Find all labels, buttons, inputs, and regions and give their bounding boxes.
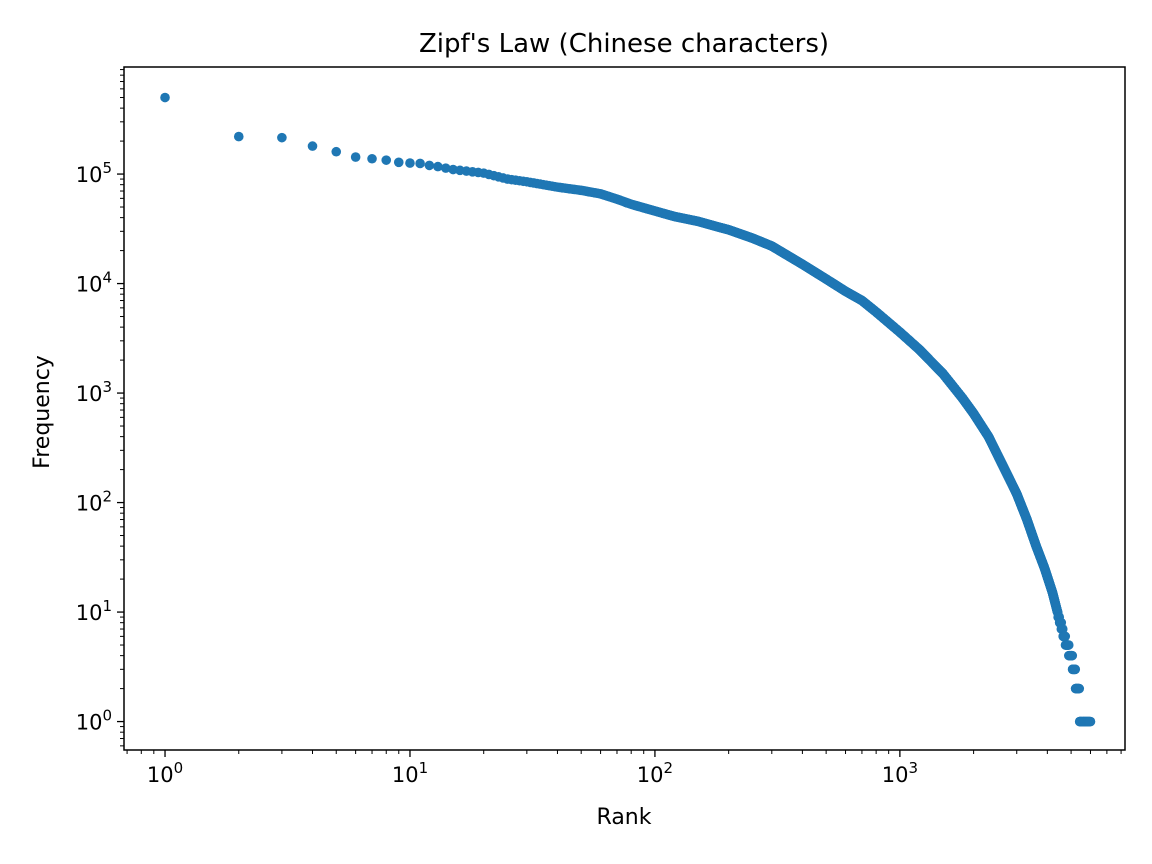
- data-point: [405, 158, 415, 168]
- y-axis-label: Frequency: [30, 355, 55, 469]
- x-tick-label: 103: [882, 759, 918, 787]
- plot-area: [123, 66, 1126, 751]
- data-point: [518, 176, 529, 187]
- x-tick-label: 101: [392, 759, 428, 787]
- x-tick-label: 100: [147, 759, 183, 787]
- data-point: [1067, 650, 1078, 661]
- x-axis-label: Rank: [597, 805, 652, 830]
- data-point: [160, 92, 170, 103]
- plot-frame: [123, 66, 1126, 751]
- data-point: [307, 141, 318, 151]
- data-point: [1057, 624, 1068, 634]
- y-tick-label: 103: [76, 378, 112, 406]
- data-point: [433, 161, 443, 172]
- y-tick-label: 102: [76, 488, 112, 516]
- data-point: [1074, 683, 1085, 694]
- data-point: [1063, 640, 1074, 650]
- data-point: [1084, 716, 1095, 727]
- y-tick-label: 104: [76, 269, 112, 297]
- data-point: [473, 167, 484, 178]
- data-point: [498, 173, 508, 183]
- y-tick-label: 100: [76, 707, 112, 735]
- data-point: [350, 152, 361, 162]
- y-tick-label: 101: [76, 597, 112, 625]
- y-tick-label: 105: [76, 159, 112, 187]
- data-point: [233, 131, 244, 142]
- data-point: [415, 158, 425, 169]
- data-point: [1060, 631, 1071, 642]
- data-point: [277, 132, 287, 143]
- data-point: [1070, 664, 1081, 675]
- x-tick-label: 102: [637, 759, 673, 787]
- data-point: [331, 146, 342, 157]
- data-point: [367, 153, 377, 164]
- data-point: [381, 155, 392, 165]
- scatter-points: [160, 92, 1096, 727]
- chart-title: Zipf's Law (Chinese characters): [419, 29, 829, 59]
- data-point: [440, 163, 451, 173]
- axis-ticks: 100 101 102 103 100 101 102 103 104 105: [76, 69, 1122, 787]
- data-point: [424, 160, 435, 171]
- data-point: [393, 157, 404, 168]
